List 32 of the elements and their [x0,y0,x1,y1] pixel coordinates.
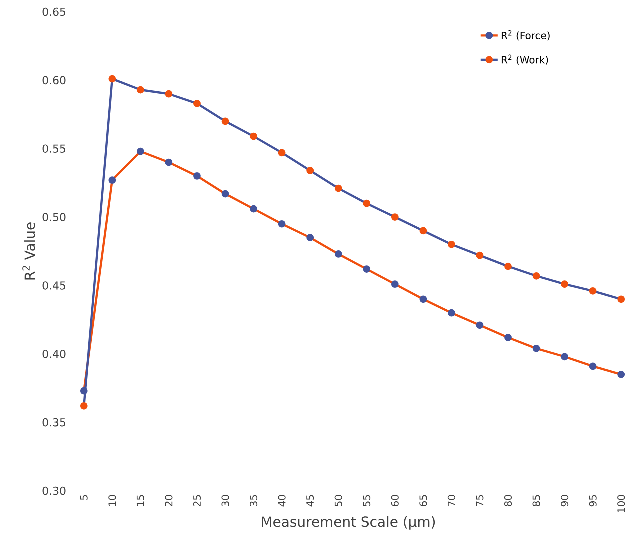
y-tick-label: 0.60 [42,76,66,85]
x-axis-title: Measurement Scale (µm) [262,516,436,530]
x-tick-label: 65 [420,495,428,506]
x-tick-label: 10 [108,495,116,506]
x-tick-label: 35 [250,495,258,506]
x-tick-label: 70 [448,495,456,506]
x-tick-label: 25 [193,495,202,506]
x-tick-label: 20 [165,495,173,506]
x-tick-label: 50 [334,495,342,506]
y-tick-label: 0.45 [42,282,66,290]
legend-label: R$^{2}$ (Force) [502,30,550,41]
y-tick-label: 0.65 [42,8,66,16]
y-tick-label: 0.50 [42,213,66,222]
x-tick-label: 95 [589,495,597,507]
y-tick-label: 0.40 [42,350,66,358]
y-tick-label: 0.55 [42,144,66,153]
x-tick-label: 90 [561,495,569,507]
legend-label: R$^{2}$ (Work) [502,54,548,65]
y-tick-label: 0.35 [42,418,66,427]
y-tick-label: 0.30 [42,486,66,496]
x-tick-label: 40 [278,495,286,507]
x-tick-label: 5 [80,495,88,500]
x-tick-label: 100 [618,495,626,512]
x-tick-label: 45 [306,495,314,507]
x-tick-label: 85 [532,495,540,507]
x-tick-label: 80 [504,495,512,507]
x-tick-label: 30 [222,495,230,506]
x-tick-label: 55 [363,495,371,506]
x-tick-label: 60 [391,495,399,506]
x-tick-label: 15 [136,495,144,506]
x-tick-label: 75 [476,495,484,506]
y-axis-title: R$^{2}$ Value [22,222,36,280]
